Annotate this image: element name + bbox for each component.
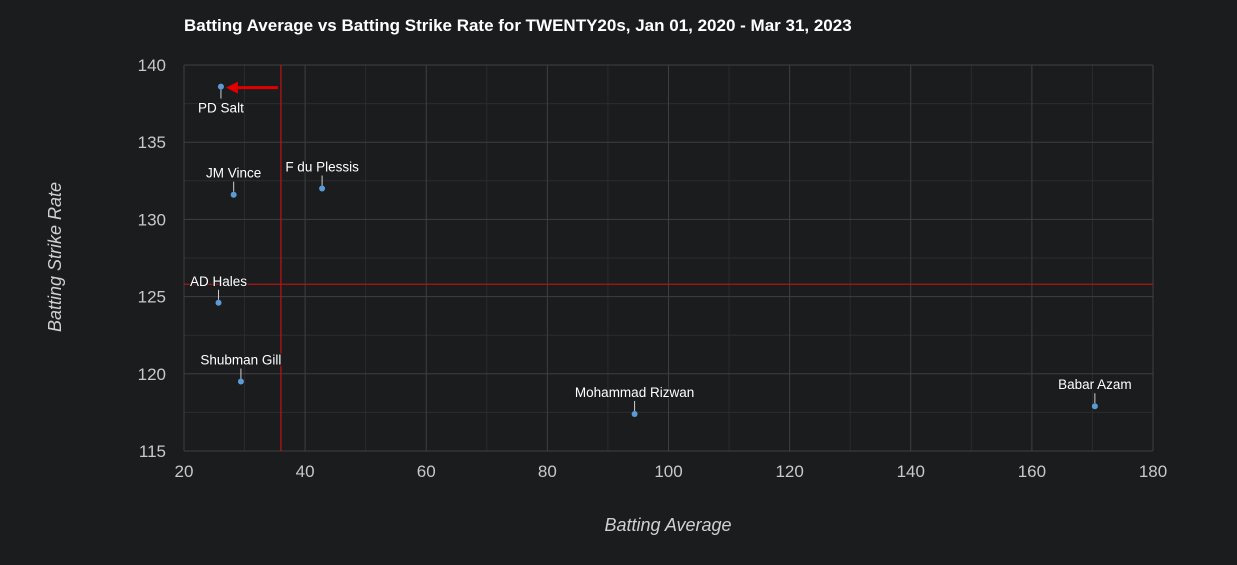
y-tick-label: 135 (138, 133, 166, 152)
point-marker (1091, 403, 1098, 410)
chart-title: Batting Average vs Batting Strike Rate f… (184, 16, 852, 35)
data-point: Mohammad Rizwan (574, 384, 695, 417)
point-label: Babar Azam (1058, 377, 1132, 392)
y-tick-labels: 115 120 125 130 135 140 (138, 56, 166, 461)
point-marker (230, 191, 237, 198)
y-tick-label: 120 (138, 365, 166, 384)
data-point: PD Salt (197, 81, 278, 117)
point-marker (237, 378, 244, 385)
y-axis-label: Batting Strike Rate (45, 182, 65, 332)
y-tick-label: 115 (139, 442, 166, 461)
point-marker (217, 83, 224, 90)
data-point: AD Hales (189, 273, 249, 306)
point-label: Shubman Gill (200, 353, 281, 368)
data-point: JM Vince (205, 164, 263, 198)
reference-lines (184, 65, 1153, 451)
point-label: PD Salt (198, 101, 244, 116)
point-label: Mohammad Rizwan (575, 385, 694, 400)
x-tick-label: 60 (417, 462, 436, 481)
x-tick-label: 140 (897, 462, 925, 481)
point-marker (215, 299, 222, 306)
x-tick-label: 20 (175, 462, 194, 481)
x-tick-label: 120 (775, 462, 803, 481)
x-tick-label: 40 (296, 462, 315, 481)
point-label: F du Plessis (285, 160, 359, 175)
point-label: AD Hales (190, 274, 247, 289)
point-marker (631, 410, 638, 417)
point-label: JM Vince (206, 166, 261, 181)
data-point: Babar Azam (1057, 376, 1133, 410)
y-tick-label: 140 (138, 56, 166, 75)
x-tick-label: 160 (1018, 462, 1046, 481)
x-tick-label: 80 (538, 462, 557, 481)
y-tick-label: 125 (138, 288, 166, 307)
highlight-arrowhead (225, 81, 238, 94)
data-point: Shubman Gill (199, 351, 283, 385)
data-point: F du Plessis (284, 158, 360, 192)
data-points: PD Salt JM Vince F du Plessis AD Hales Shubm… (189, 81, 1133, 417)
point-marker (319, 185, 326, 192)
grid (183, 64, 1154, 452)
y-tick-label: 130 (138, 210, 166, 229)
x-tick-label: 180 (1139, 462, 1167, 481)
x-axis-label: Batting Average (604, 515, 731, 535)
x-tick-label: 100 (654, 462, 682, 481)
x-tick-labels: 20 40 60 80 100 120 140 160 180 (175, 462, 1168, 481)
